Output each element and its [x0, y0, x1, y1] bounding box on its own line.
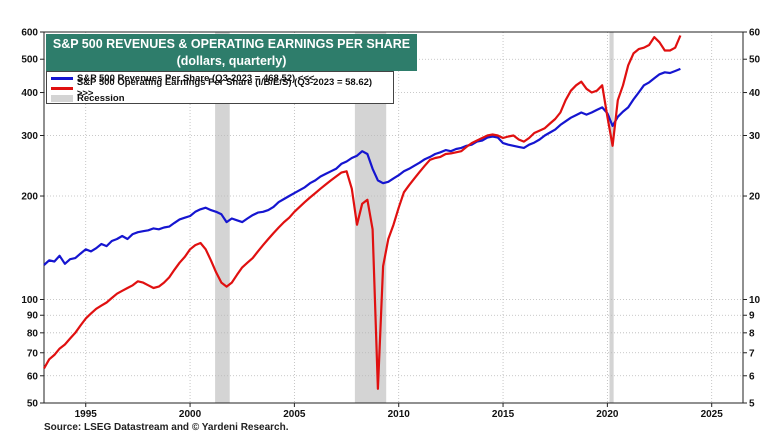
- chart-subtitle: (dollars, quarterly): [176, 54, 287, 68]
- chart-title-box: S&P 500 REVENUES & OPERATING EARNINGS PE…: [46, 34, 417, 71]
- legend-swatch-earnings: [51, 86, 73, 90]
- x-axis: 1995 2000 2005 2010 2015 2020 2025: [75, 403, 724, 420]
- left-tick-label: 600: [21, 28, 38, 39]
- right-tick-label: 50: [749, 55, 761, 66]
- series-lines: [43, 35, 682, 390]
- right-tick-label: 7: [749, 348, 755, 359]
- right-tick-label: 5: [749, 399, 755, 410]
- right-axis: 5 6 7 8 9 10 20 30 40 50 60: [743, 28, 761, 410]
- left-tick-label: 90: [27, 311, 39, 322]
- x-tick-label: 2025: [701, 409, 724, 420]
- left-tick-label: 60: [27, 371, 39, 382]
- right-tick-label: 30: [749, 131, 761, 142]
- right-tick-label: 40: [749, 88, 761, 99]
- series-line-earnings: [43, 35, 682, 390]
- x-tick-label: 1995: [75, 409, 98, 420]
- right-tick-label: 10: [749, 295, 761, 306]
- legend-entry-recession: Recession: [51, 92, 389, 104]
- x-tick-label: 2000: [179, 409, 202, 420]
- right-tick-label: 6: [749, 371, 755, 382]
- left-tick-label: 70: [27, 348, 39, 359]
- left-tick-label: 100: [21, 295, 38, 306]
- x-tick-label: 2020: [596, 409, 619, 420]
- left-tick-label: 400: [21, 88, 38, 99]
- source-note: Source: LSEG Datastream and © Yardeni Re…: [44, 422, 289, 433]
- legend-label-earnings: S&P 500 Operating Earnings Per Share (I/…: [76, 77, 373, 99]
- x-tick-label: 2010: [388, 409, 411, 420]
- left-tick-label: 200: [21, 192, 38, 203]
- legend-swatch-revenues: [51, 76, 73, 80]
- right-tick-label: 60: [749, 28, 761, 39]
- x-tick-label: 2015: [492, 409, 515, 420]
- legend-entry-earnings: S&P 500 Operating Earnings Per Share (I/…: [51, 77, 389, 99]
- legend-label-revenues: S&P 500 Revenues Per Share (Q3-2023 = 46…: [77, 72, 315, 84]
- right-tick-label: 20: [749, 192, 761, 203]
- series-line-revenues: [43, 67, 681, 266]
- chart-title: S&P 500 REVENUES & OPERATING EARNINGS PE…: [52, 37, 411, 51]
- recession-band-2: [609, 32, 614, 403]
- left-tick-label: 500: [21, 55, 38, 66]
- left-tick-label: 50: [27, 399, 39, 410]
- legend-swatch-recession: [51, 94, 73, 102]
- left-tick-label: 300: [21, 131, 38, 142]
- left-axis: 50 60 70 80 90 100 200 300 400 500 600: [21, 28, 44, 410]
- legend: S&P 500 Revenues Per Share (Q3-2023 = 46…: [46, 71, 394, 104]
- right-tick-label: 9: [749, 311, 755, 322]
- legend-entry-revenues: S&P 500 Revenues Per Share (Q3-2023 = 46…: [51, 72, 389, 84]
- left-tick-label: 80: [27, 328, 39, 339]
- legend-label-recession: Recession: [77, 92, 125, 104]
- x-tick-label: 2005: [283, 409, 306, 420]
- plot-frame: [43, 31, 744, 404]
- right-tick-label: 8: [749, 328, 755, 339]
